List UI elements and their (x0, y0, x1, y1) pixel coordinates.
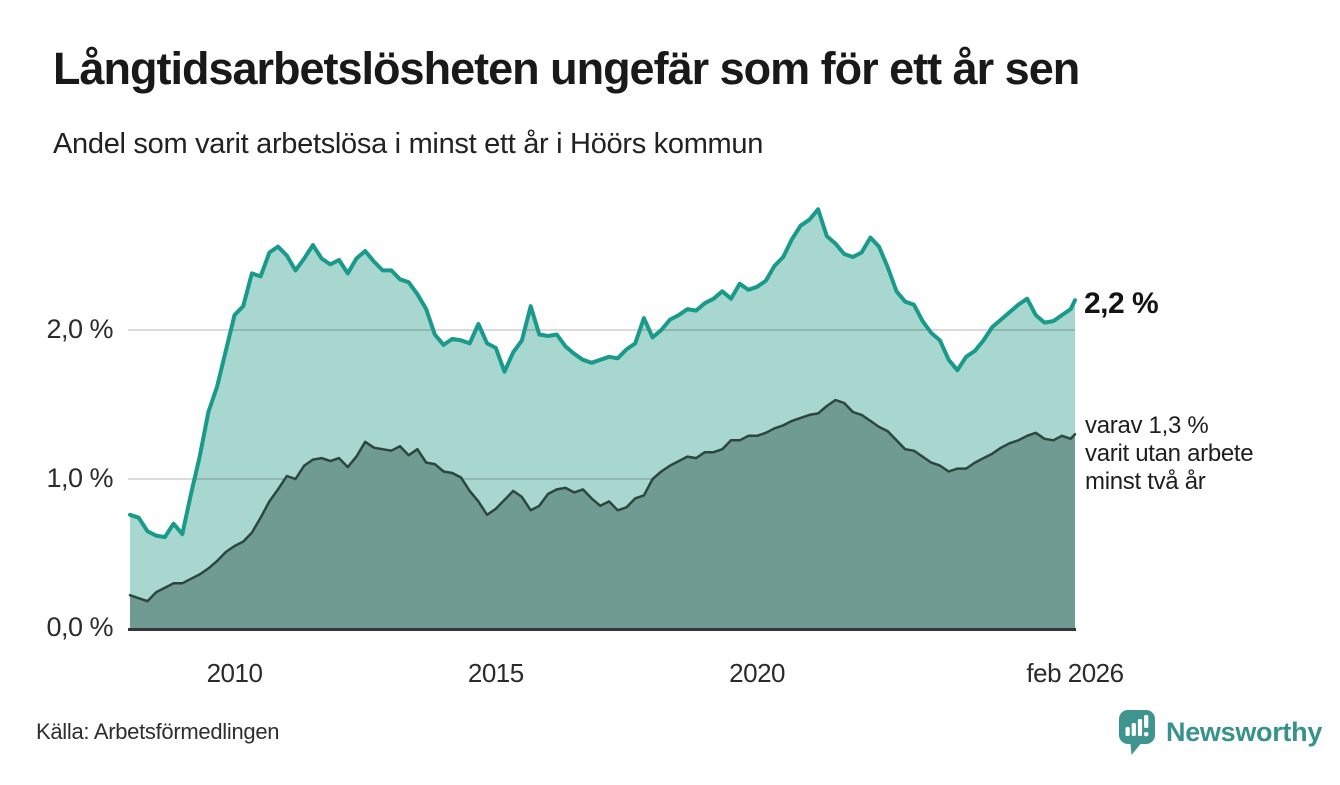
y-tick-label: 1,0 % (46, 463, 113, 493)
total-end-value-label: 2,2 % (1084, 287, 1159, 321)
page-subtitle: Andel som varit arbetslösa i minst ett å… (53, 128, 764, 160)
annotation-line: minst två år (1085, 468, 1206, 496)
x-tick-label: 2020 (729, 658, 786, 688)
x-tick-label: feb 2026 (1026, 658, 1124, 688)
total-line (128, 207, 1077, 540)
two-year-line (128, 398, 1077, 603)
x-tick-label: 2015 (467, 658, 524, 688)
y-tick-label: 2,0 % (46, 314, 113, 344)
two-year-end-value-label: varav 1,3 % varit utan arbete minst två år (1085, 412, 1254, 496)
x-tick-label: 2010 (206, 658, 263, 688)
annotation-line: varit utan arbete (1085, 440, 1254, 468)
two-year-area-fill (130, 400, 1075, 628)
y-tick-label: 0,0 % (46, 612, 113, 642)
annotation-line: varav 1,3 % (1085, 412, 1209, 440)
newsworthy-wordmark: Newsworthy (1166, 716, 1323, 747)
newsworthy-bubble-chart-icon (1119, 710, 1155, 755)
page-title: Långtidsarbetslösheten ungefär som för e… (53, 43, 1080, 94)
newsworthy-logo: Newsworthy (1117, 708, 1322, 756)
source-credit: Källa: Arbetsförmedlingen (36, 719, 280, 744)
